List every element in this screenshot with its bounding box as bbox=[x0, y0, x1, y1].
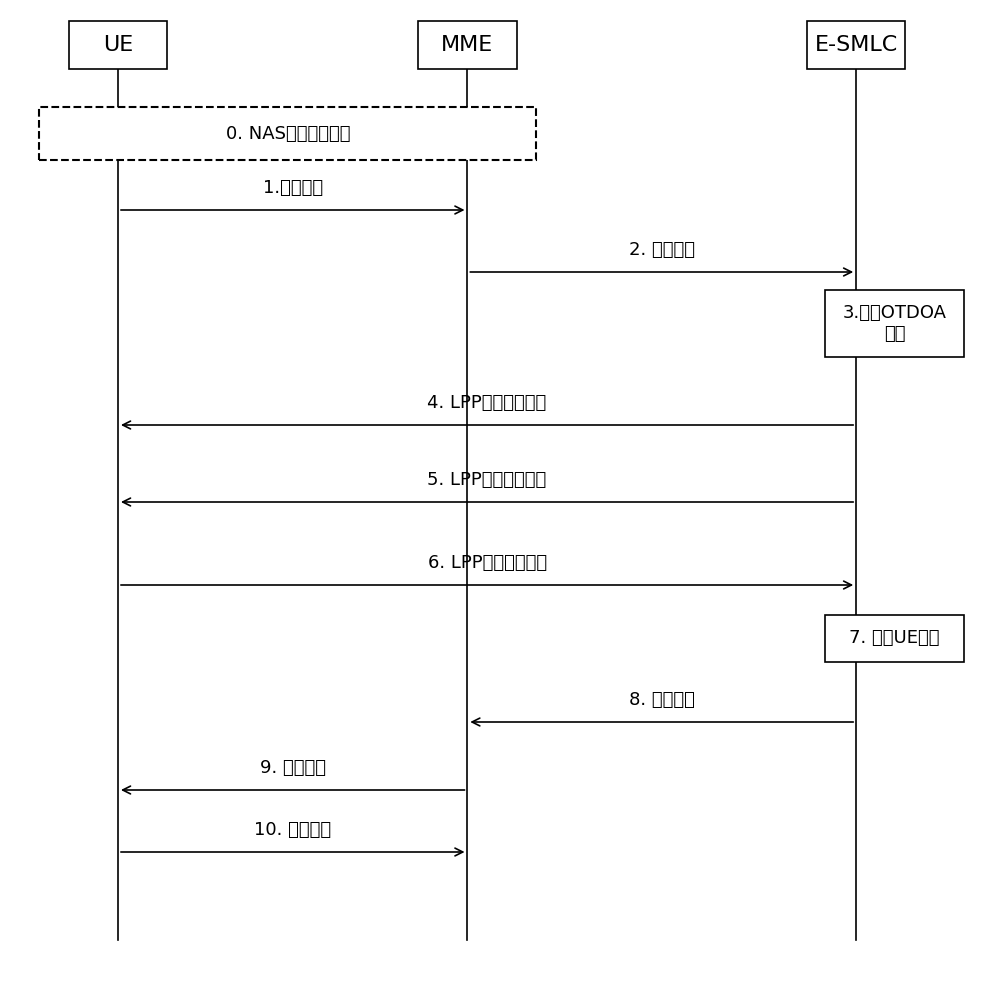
Bar bbox=[39, 107, 536, 160]
Text: MME: MME bbox=[441, 35, 494, 55]
Text: 8. 定位响应: 8. 定位响应 bbox=[629, 691, 695, 709]
Text: 9. 定位响应: 9. 定位响应 bbox=[260, 759, 326, 777]
Text: 10. 释放完成: 10. 释放完成 bbox=[254, 821, 332, 839]
Text: 1.定位请求: 1.定位请求 bbox=[263, 179, 323, 197]
Text: 6. LPP提供位置信息: 6. LPP提供位置信息 bbox=[427, 554, 547, 572]
Text: 4. LPP提供辅助数据: 4. LPP提供辅助数据 bbox=[427, 394, 547, 412]
Text: 5. LPP请求位置信息: 5. LPP请求位置信息 bbox=[427, 471, 547, 489]
Text: 0. NAS连接建立过程: 0. NAS连接建立过程 bbox=[225, 124, 350, 142]
Bar bbox=[807, 21, 905, 69]
Bar bbox=[418, 21, 517, 69]
Bar bbox=[825, 290, 964, 357]
Text: UE: UE bbox=[103, 35, 133, 55]
Text: 3.选择OTDOA
定位: 3.选择OTDOA 定位 bbox=[842, 304, 947, 343]
Bar bbox=[825, 615, 964, 662]
Text: 7. 计算UE位置: 7. 计算UE位置 bbox=[849, 630, 940, 648]
Text: E-SMLC: E-SMLC bbox=[815, 35, 897, 55]
Bar bbox=[69, 21, 167, 69]
Text: 2. 定位请求: 2. 定位请求 bbox=[629, 241, 695, 259]
